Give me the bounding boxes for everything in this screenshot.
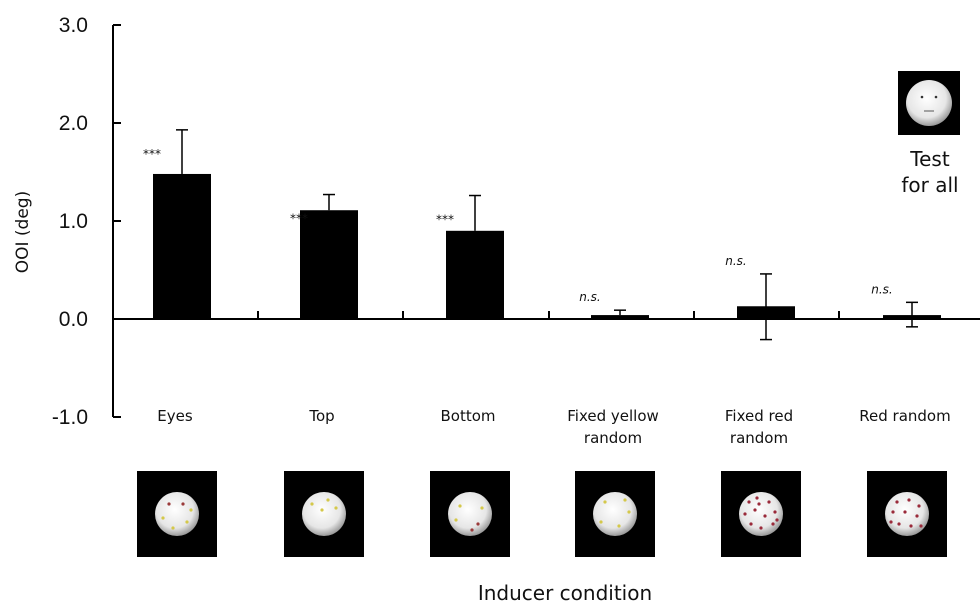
inducer-dot (895, 500, 899, 504)
inducer-dot (909, 524, 913, 528)
y-tick-label: 2.0 (59, 112, 88, 135)
inducer-dot (903, 510, 907, 514)
inducer-dot (889, 520, 893, 524)
significance-label: *** (143, 147, 161, 161)
inducer-dot (915, 514, 919, 518)
inducer-dot (763, 514, 767, 518)
inducer-dot (917, 504, 921, 508)
test-eye (934, 95, 938, 99)
inducer-dot (476, 522, 480, 526)
y-tick-label: -1.0 (52, 406, 88, 429)
test-label: Test for all (901, 147, 958, 197)
category-label: Fixed red random (725, 407, 793, 447)
inducer-dot (181, 502, 185, 506)
y-tick-label: 3.0 (59, 14, 88, 37)
inducer-dot (749, 522, 753, 526)
significance-label: n.s. (725, 254, 747, 268)
y-tick-label: 0.0 (59, 308, 88, 331)
category-label: Fixed yellow random (567, 407, 659, 447)
inducer-dot (755, 496, 759, 500)
inducer-dot (775, 518, 779, 522)
plot-area: 3.0 2.0 1.0 0.0 -1.0 OOI (deg) *** *** *** n.s. n.… (13, 14, 980, 605)
test-eye (920, 95, 924, 99)
inducer-dot (167, 502, 171, 506)
sphere (155, 492, 199, 536)
inducer-dot (334, 506, 338, 510)
inducer-dot (603, 500, 607, 504)
y-tick-label: 1.0 (59, 210, 88, 233)
inducer-dot (753, 508, 757, 512)
inducer-dot (773, 510, 777, 514)
inducer-dot (171, 526, 175, 530)
inducer-dot (747, 500, 751, 504)
inducer-dot (470, 528, 474, 532)
inducer-dot (767, 500, 771, 504)
inducer-dot (617, 524, 621, 528)
category-label: Red random (859, 407, 950, 425)
bar (591, 315, 649, 319)
inducer-dot (161, 516, 165, 520)
significance-label: *** (436, 213, 454, 227)
y-axis-label: OOI (deg) (13, 191, 33, 274)
x-axis-label: Inducer condition (478, 581, 652, 605)
sphere (302, 492, 346, 536)
category-label: Top (308, 407, 334, 425)
inducer-dot (458, 504, 462, 508)
inducer-dot (310, 502, 314, 506)
inducer-dot (326, 498, 330, 502)
inducer-dot (891, 510, 895, 514)
inducer-dot (919, 524, 923, 528)
significance-label: *** (290, 212, 308, 226)
sphere (448, 492, 492, 536)
test-inset: Test for all (898, 71, 960, 197)
bar (300, 210, 358, 319)
bar (153, 173, 211, 319)
significance-label: n.s. (871, 282, 893, 296)
test-sphere (906, 80, 952, 126)
inducer-dot (907, 498, 911, 502)
sphere (593, 492, 637, 536)
category-label: Bottom (440, 407, 495, 425)
significance-label: n.s. (579, 290, 601, 304)
inducer-dot (757, 502, 761, 506)
inducer-dot (185, 520, 189, 524)
inducer-dot (627, 510, 631, 514)
inducer-dot (320, 508, 324, 512)
inducer-dot (771, 522, 775, 526)
bar (446, 230, 504, 319)
inducer-dot (897, 522, 901, 526)
inducer-dot (759, 526, 763, 530)
inducer-dot (480, 506, 484, 510)
inducer-dot (623, 498, 627, 502)
inducer-dot (599, 520, 603, 524)
sphere (885, 492, 929, 536)
inducer-dot (454, 518, 458, 522)
inducer-dot (743, 512, 747, 516)
inducer-thumbnails (137, 471, 947, 557)
inducer-dot (189, 508, 193, 512)
category-label: Eyes (157, 407, 193, 425)
